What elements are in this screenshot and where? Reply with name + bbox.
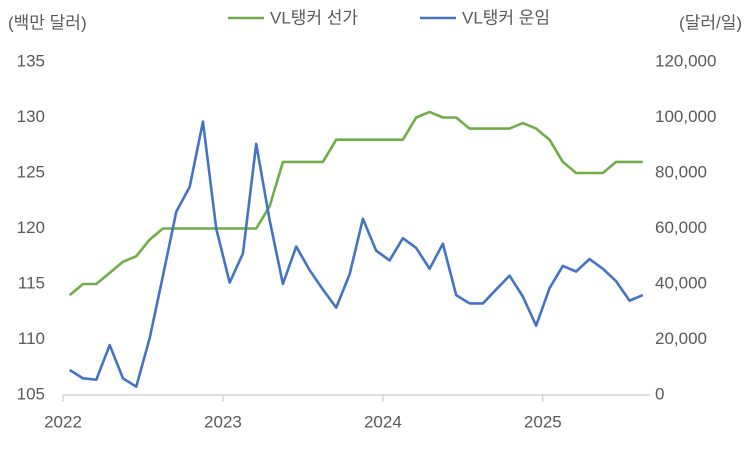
y-axis-title: (백만 달러) xyxy=(8,13,87,32)
x-tick-label: 2023 xyxy=(204,412,242,431)
legend-label: VL탱커 운임 xyxy=(462,8,550,27)
x-tick-label: 2025 xyxy=(524,412,562,431)
x-tick-label: 2022 xyxy=(44,412,82,431)
y-tick-label: 105 xyxy=(17,384,45,403)
x-tick-label: 2024 xyxy=(364,412,402,431)
y2-tick-label: 120,000 xyxy=(655,51,716,70)
y-tick-label: 130 xyxy=(17,107,45,126)
y-tick-label: 115 xyxy=(18,273,45,292)
y-tick-label: 135 xyxy=(17,51,45,70)
y2-axis-title: (달러/일) xyxy=(679,13,742,32)
y2-tick-label: 20,000 xyxy=(655,329,707,348)
y2-tick-label: 40,000 xyxy=(655,273,707,292)
y2-tick-label: 0 xyxy=(655,384,664,403)
y2-tick-label: 80,000 xyxy=(655,162,707,181)
y2-tick-label: 60,000 xyxy=(655,218,707,237)
legend-label: VL탱커 선가 xyxy=(270,8,358,27)
y-tick-label: 110 xyxy=(18,329,45,348)
series-line xyxy=(68,110,643,297)
series-line xyxy=(69,120,644,388)
y-tick-label: 120 xyxy=(17,218,45,237)
y2-tick-label: 100,000 xyxy=(655,107,716,126)
y-tick-label: 125 xyxy=(17,162,45,181)
